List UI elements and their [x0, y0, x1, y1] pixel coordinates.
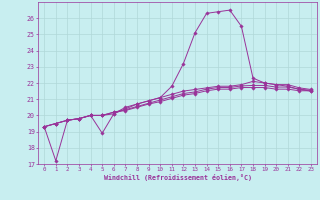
X-axis label: Windchill (Refroidissement éolien,°C): Windchill (Refroidissement éolien,°C)	[104, 174, 252, 181]
